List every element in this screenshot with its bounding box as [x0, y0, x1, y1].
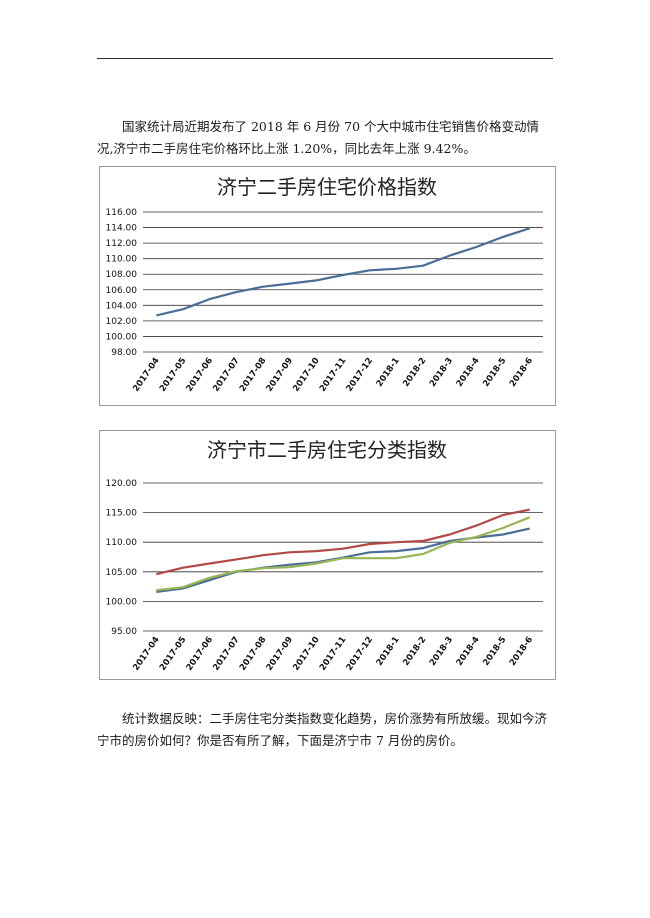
intro-paragraph: 国家统计局近期发布了 2018 年 6 月份 70 个大中城市住宅销售价格变动情…: [97, 119, 540, 156]
price-y-tick-label: 106.00: [106, 286, 138, 296]
price-index-chart: 济宁二手房住宅价格指数 98.00 100.00 102.00 104.00 106.00…: [99, 166, 556, 406]
category-y-tick-label: 120.00: [106, 479, 138, 489]
category-x-tick-label: 2018-5: [481, 635, 508, 668]
price-y-tick-label: 102.00: [106, 317, 138, 327]
category-y-tick-label: 100.00: [106, 597, 138, 607]
price-y-tick-label: 110.00: [106, 255, 138, 265]
category-x-tick-label: 2017-12: [345, 635, 376, 673]
category-series-line-3: [156, 516, 531, 592]
page-header-rule: [97, 58, 553, 59]
category-chart-title: 济宁市二手房住宅分类指数: [207, 438, 447, 462]
price-series-line-1: [156, 227, 531, 317]
category-x-tick-label: 2018-6: [508, 635, 535, 668]
category-x-tick-label: 2018-1: [375, 635, 402, 668]
price-y-tick-label: 104.00: [106, 301, 138, 311]
category-index-chart-svg: 济宁市二手房住宅分类指数 95.00 100.00 105.00 110.00 115.0…: [106, 438, 543, 673]
price-x-tick-label: 2018-4: [455, 356, 482, 389]
category-y-tick-label: 105.00: [106, 568, 138, 578]
category-series-line-2: [156, 508, 530, 576]
category-x-tick-label: 2018-3: [428, 635, 455, 668]
price-y-tick-label: 108.00: [106, 270, 138, 280]
category-x-tick-label: 2018-2: [401, 635, 428, 668]
price-y-tick-label: 116.00: [106, 208, 138, 218]
price-x-tick-label: 2018-5: [481, 356, 508, 389]
price-x-tick-label: 2018-3: [428, 356, 455, 389]
price-y-tick-label: 112.00: [106, 239, 138, 249]
price-x-tick-label: 2017-12: [345, 356, 376, 394]
price-x-tick-label: 2018-1: [375, 356, 402, 389]
price-chart-title: 济宁二手房住宅价格指数: [217, 175, 437, 199]
price-y-tick-label: 114.00: [106, 224, 138, 234]
price-y-tick-label: 100.00: [106, 332, 138, 342]
price-index-chart-svg: 济宁二手房住宅价格指数 98.00 100.00 102.00 104.00 106.00…: [106, 175, 543, 394]
summary-paragraph: 统计数据反映：二手房住宅分类指数变化趋势，房价涨势有所放缓。现如今济宁市的房价如…: [97, 711, 548, 748]
category-x-tick-label: 2018-4: [455, 635, 482, 668]
category-index-chart: 济宁市二手房住宅分类指数 95.00 100.00 105.00 110.00 115.0…: [99, 430, 556, 680]
category-y-tick-label: 110.00: [106, 538, 138, 548]
category-y-tick-label: 95.00: [111, 627, 137, 637]
price-x-tick-label: 2018-2: [401, 356, 428, 389]
price-x-tick-label: 2018-6: [508, 356, 535, 389]
price-y-tick-label: 98.00: [111, 348, 137, 358]
category-y-tick-label: 115.00: [106, 509, 138, 519]
